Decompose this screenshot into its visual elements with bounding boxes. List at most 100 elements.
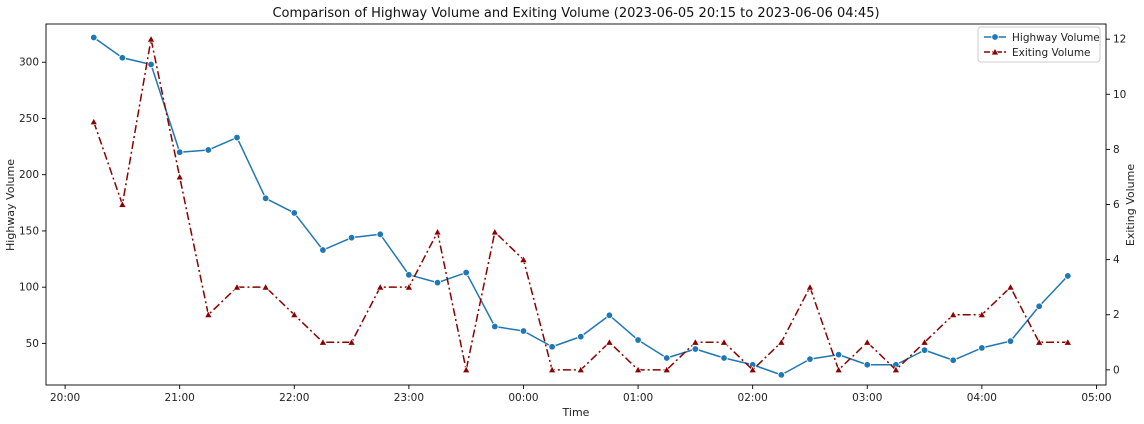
series-1-point xyxy=(691,338,700,346)
series-0-point xyxy=(1064,272,1072,280)
x-axis-label: Time xyxy=(562,406,590,419)
series-1-point xyxy=(232,282,242,291)
series-line-1 xyxy=(93,38,1068,371)
series-1-point xyxy=(719,338,729,346)
x-tick-label: 21:00 xyxy=(165,392,195,404)
series-1-point xyxy=(777,338,786,346)
series-1-point xyxy=(462,365,471,374)
y-right-tick-label: 12 xyxy=(1113,34,1126,46)
series-0-point xyxy=(519,327,528,335)
series-1-point xyxy=(376,282,385,291)
series-0-point xyxy=(720,354,728,362)
y-axis-right: 0 2 4 6 8 10 12 xyxy=(1106,34,1126,376)
y-left-tick-label: 100 xyxy=(19,282,39,294)
y-right-tick-label: 6 xyxy=(1113,199,1120,211)
series-1-point xyxy=(290,310,299,318)
series-1-point xyxy=(662,365,671,374)
chart-title: Comparison of Highway Volume and Exiting… xyxy=(272,6,879,21)
series-1-point xyxy=(576,365,585,374)
legend-label-1: Exiting Volume xyxy=(1012,47,1091,59)
x-tick-label: 03:00 xyxy=(852,392,882,404)
y-left-tick-label: 50 xyxy=(26,338,39,350)
series-1-point xyxy=(204,310,213,318)
series-0-point xyxy=(233,133,241,142)
series-0-point xyxy=(548,343,556,351)
series-0-point xyxy=(261,194,270,203)
series-0-point xyxy=(691,345,700,353)
y-right-tick-label: 10 xyxy=(1113,89,1126,101)
series-0-point xyxy=(949,356,957,364)
series-1-point xyxy=(834,365,843,374)
series-0-point xyxy=(462,268,470,277)
series-0-point xyxy=(290,209,298,217)
y-axis-left: 50 100 150 200 250 300 xyxy=(19,57,46,350)
series-0-point xyxy=(90,33,98,42)
series-0-point xyxy=(319,246,327,254)
series-1-point xyxy=(89,117,98,126)
series-0-point xyxy=(175,148,184,156)
series-1-point xyxy=(863,338,872,346)
series-1-point xyxy=(519,255,528,263)
series-1-point xyxy=(318,338,328,346)
series-1-point xyxy=(633,365,643,374)
series-0-point xyxy=(376,230,384,239)
y-right-tick-label: 4 xyxy=(1113,254,1120,266)
x-tick-label: 20:00 xyxy=(50,392,80,404)
series-0-point xyxy=(1006,337,1015,345)
series-0-point xyxy=(663,354,671,362)
series-0-point xyxy=(1035,302,1043,310)
series-1-point xyxy=(490,227,499,236)
plot-frame xyxy=(45,23,1107,386)
series-1-point xyxy=(605,338,614,346)
series-1-point xyxy=(1006,282,1015,291)
series-1-point xyxy=(347,338,356,346)
series-0-point xyxy=(491,322,499,331)
series-1-point xyxy=(1035,338,1044,346)
series-layer xyxy=(89,33,1072,379)
series-0-point xyxy=(118,54,127,62)
series-0-point xyxy=(577,332,585,341)
x-tick-label: 22:00 xyxy=(279,392,309,404)
series-0-point xyxy=(806,355,814,363)
series-0-point xyxy=(147,60,155,69)
series-1-point xyxy=(548,365,557,374)
legend: Highway Volume Exiting Volume xyxy=(977,26,1101,63)
series-line-0 xyxy=(93,36,1069,376)
y-left-tick-label: 250 xyxy=(19,113,39,125)
series-1-point xyxy=(118,200,127,208)
series-1-point xyxy=(146,34,156,43)
series-1-point xyxy=(1063,338,1072,346)
series-0-point xyxy=(433,278,442,287)
series-0-point xyxy=(834,350,843,359)
series-0-point xyxy=(978,344,986,352)
legend-marker-0 xyxy=(991,33,999,41)
series-1-point xyxy=(433,227,442,236)
series-1-point xyxy=(261,282,270,291)
series-1-point xyxy=(404,282,413,291)
x-tick-label: 00:00 xyxy=(508,392,538,404)
series-1-point xyxy=(748,365,757,374)
legend-label-0: Highway Volume xyxy=(1012,32,1100,44)
y-axis-right-label: Exiting Volume xyxy=(1124,164,1137,246)
y-right-tick-label: 2 xyxy=(1113,309,1120,321)
y-right-tick-label: 0 xyxy=(1113,364,1120,376)
series-0-point xyxy=(405,271,413,279)
y-left-tick-label: 200 xyxy=(19,169,39,181)
x-axis: 20:00 21:00 22:00 23:00 00:00 01:00 02:00 03:00… xyxy=(50,385,1112,404)
series-1-point xyxy=(891,365,901,374)
legend-box xyxy=(977,26,1101,63)
y-right-tick-label: 8 xyxy=(1113,144,1120,156)
y-left-tick-label: 300 xyxy=(19,57,39,69)
series-1-point xyxy=(977,310,986,318)
series-0-point xyxy=(777,371,786,379)
series-0-point xyxy=(347,233,356,242)
legend-marker-1 xyxy=(990,47,1000,56)
series-1-point xyxy=(805,282,815,291)
series-1-point xyxy=(175,172,184,181)
x-tick-label: 23:00 xyxy=(394,392,424,404)
series-1-point xyxy=(949,310,958,318)
x-tick-label: 05:00 xyxy=(1081,392,1111,404)
y-left-tick-label: 150 xyxy=(19,225,39,237)
x-tick-label: 02:00 xyxy=(738,392,768,404)
